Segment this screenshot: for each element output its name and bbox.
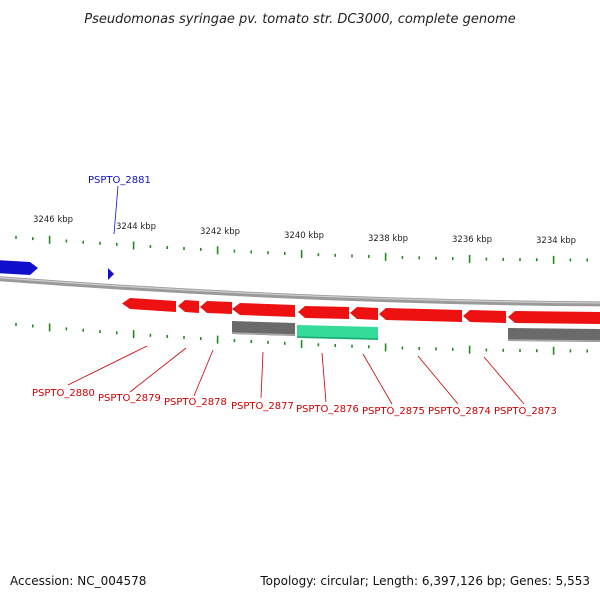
- gene-label[interactable]: PSPTO_2877: [231, 401, 294, 412]
- gene-label[interactable]: PSPTO_2878: [164, 397, 227, 408]
- ruler-label: 3234 kbp: [536, 236, 576, 246]
- ruler-label: 3238 kbp: [368, 234, 408, 244]
- gene-arrow-reverse[interactable]: [122, 298, 176, 312]
- leader-line: [193, 349, 214, 397]
- forward-genes: [0, 260, 114, 280]
- leader-line: [67, 345, 148, 386]
- leader-line: [113, 185, 119, 235]
- gene-arrow-reverse[interactable]: [350, 307, 378, 320]
- ruler-label: 3240 kbp: [284, 231, 324, 241]
- label-leaders-forward: [113, 185, 119, 235]
- secondary-features: [231, 321, 600, 342]
- ruler-label: 3246 kbp: [33, 215, 73, 225]
- leader-line: [483, 356, 525, 405]
- feature-block-gray[interactable]: [508, 328, 600, 342]
- leader-line: [321, 352, 327, 403]
- gene-arrow-reverse[interactable]: [200, 301, 232, 314]
- gene-arrow-reverse[interactable]: [298, 306, 349, 319]
- gene-arrow-reverse[interactable]: [463, 310, 506, 323]
- leader-line: [129, 347, 187, 393]
- ruler-label: 3242 kbp: [200, 227, 240, 237]
- gene-arrow-reverse[interactable]: [508, 311, 600, 324]
- ruler-ticks-top: [15, 235, 589, 264]
- gene-label[interactable]: PSPTO_2881: [88, 175, 151, 186]
- gene-label[interactable]: PSPTO_2875: [362, 406, 425, 417]
- genome-backbone: [0, 276, 600, 307]
- gene-arrow-forward-small[interactable]: [108, 268, 114, 280]
- gene-label[interactable]: PSPTO_2873: [494, 406, 557, 417]
- label-leaders: [67, 345, 525, 405]
- map-title: Pseudomonas syringae pv. tomato str. DC3…: [84, 12, 516, 27]
- ruler-label: 3244 kbp: [116, 222, 156, 232]
- feature-block-rna[interactable]: [297, 325, 378, 340]
- gene-label[interactable]: PSPTO_2880: [32, 388, 95, 399]
- gene-arrow-forward[interactable]: [0, 260, 38, 275]
- feature-block-gray[interactable]: [232, 321, 295, 336]
- leader-line: [417, 355, 459, 405]
- leader-line: [260, 351, 264, 399]
- gene-label[interactable]: PSPTO_2874: [428, 406, 491, 417]
- ruler-ticks-bottom: [15, 323, 589, 355]
- gene-label[interactable]: PSPTO_2879: [98, 393, 161, 404]
- gene-labels: PSPTO_2881 PSPTO_2880 PSPTO_2879 PSPTO_2…: [32, 175, 557, 417]
- ruler-labels: 3246 kbp 3244 kbp 3242 kbp 3240 kbp 3238…: [33, 215, 576, 246]
- genome-summary-text: Topology: circular; Length: 6,397,126 bp…: [260, 574, 590, 588]
- leader-line: [362, 353, 393, 405]
- gene-arrow-reverse[interactable]: [178, 300, 199, 313]
- gene-arrow-reverse[interactable]: [379, 308, 462, 322]
- ruler-label: 3236 kbp: [452, 235, 492, 245]
- accession-text: Accession: NC_004578: [10, 574, 147, 588]
- gene-arrow-reverse[interactable]: [232, 303, 295, 317]
- reverse-genes: [122, 298, 600, 324]
- gene-label[interactable]: PSPTO_2876: [296, 404, 359, 415]
